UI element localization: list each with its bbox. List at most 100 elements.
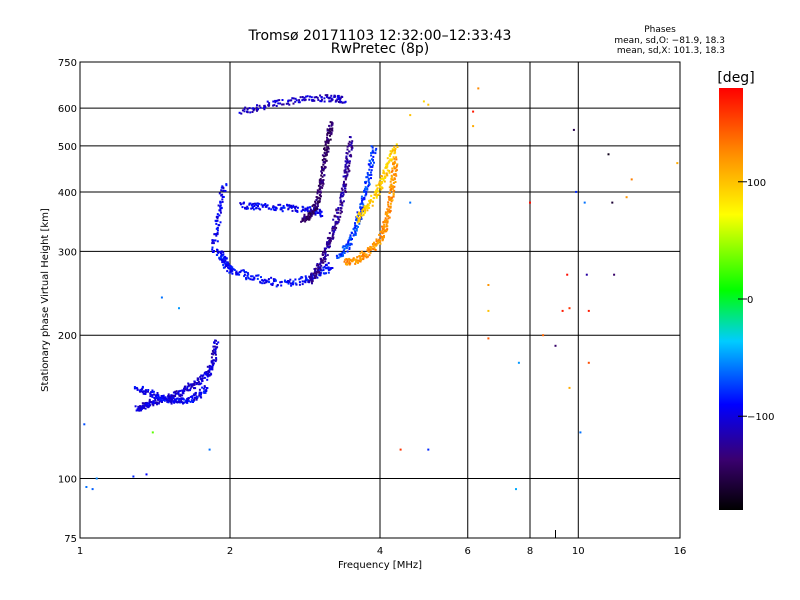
data-point (339, 212, 342, 215)
data-point (358, 255, 361, 257)
data-point (224, 262, 227, 265)
data-point (301, 283, 304, 286)
data-point (270, 276, 273, 279)
data-point (206, 365, 209, 368)
data-point (375, 240, 378, 243)
data-point (339, 200, 342, 203)
data-point (158, 396, 161, 399)
data-point (317, 190, 320, 193)
data-point (323, 265, 326, 268)
data-point (152, 390, 155, 393)
data-point (189, 383, 192, 386)
data-point (193, 387, 195, 390)
data-point (252, 107, 255, 110)
data-point (315, 210, 318, 213)
data-point (263, 282, 266, 285)
data-point (383, 234, 385, 237)
data-point (255, 202, 258, 205)
data-point (292, 97, 295, 100)
data-point (323, 174, 326, 177)
data-point (194, 381, 196, 384)
data-point (353, 258, 356, 261)
data-point (187, 400, 190, 402)
data-point (339, 98, 341, 101)
data-point (172, 397, 175, 400)
data-point (390, 197, 392, 200)
data-point (362, 258, 365, 261)
data-point (344, 164, 347, 166)
data-point (279, 281, 282, 284)
data-point (306, 208, 308, 211)
data-point (323, 166, 326, 169)
data-point (348, 260, 351, 263)
data-point (339, 193, 342, 196)
data-point (359, 213, 362, 216)
data-point (396, 146, 399, 148)
data-point (392, 182, 395, 184)
data-point (366, 209, 369, 212)
data-point (219, 201, 222, 204)
data-point (325, 247, 328, 250)
data-point (310, 96, 313, 99)
data-point (344, 245, 347, 248)
data-point (305, 278, 308, 281)
data-point (315, 272, 318, 275)
data-point (395, 156, 398, 159)
data-point (360, 217, 363, 220)
data-point (355, 229, 358, 232)
data-point (342, 185, 345, 188)
data-point (395, 158, 398, 161)
data-point (341, 195, 344, 198)
data-point (330, 133, 333, 136)
data-point (347, 241, 350, 244)
data-point (320, 96, 323, 99)
data-point (292, 280, 295, 283)
data-point (321, 154, 324, 157)
data-point (381, 181, 384, 184)
data-point (344, 100, 347, 103)
data-point (268, 281, 271, 284)
data-point (213, 250, 215, 252)
data-point (374, 149, 377, 152)
data-point (181, 397, 184, 400)
data-point (291, 205, 294, 208)
data-point (378, 233, 381, 236)
data-point (140, 407, 143, 410)
data-point (373, 193, 376, 196)
data-point (387, 215, 390, 218)
data-point (141, 391, 144, 394)
data-point (85, 486, 88, 488)
data-point (313, 203, 316, 206)
data-point (391, 169, 394, 172)
data-point (350, 145, 353, 148)
data-point (322, 182, 325, 185)
data-point (383, 225, 386, 228)
data-point (278, 99, 281, 102)
data-point (340, 210, 343, 213)
data-point (146, 405, 149, 407)
data-point (360, 259, 363, 262)
data-point (139, 390, 142, 393)
data-point (354, 225, 357, 228)
data-point (329, 138, 332, 141)
data-point (347, 161, 349, 164)
data-point (272, 104, 275, 107)
data-point (319, 263, 321, 266)
data-point (391, 175, 393, 178)
data-point (345, 176, 348, 179)
data-point (385, 211, 388, 214)
data-point (390, 185, 393, 188)
data-point (200, 391, 203, 394)
data-point (304, 207, 307, 210)
data-point (310, 210, 313, 212)
data-point (319, 193, 322, 196)
data-point (335, 226, 338, 229)
data-point (145, 473, 148, 476)
data-point (183, 390, 186, 392)
data-point (354, 232, 357, 235)
data-point (362, 197, 365, 200)
data-point (347, 262, 350, 265)
data-point (361, 211, 364, 214)
data-point (300, 210, 303, 213)
